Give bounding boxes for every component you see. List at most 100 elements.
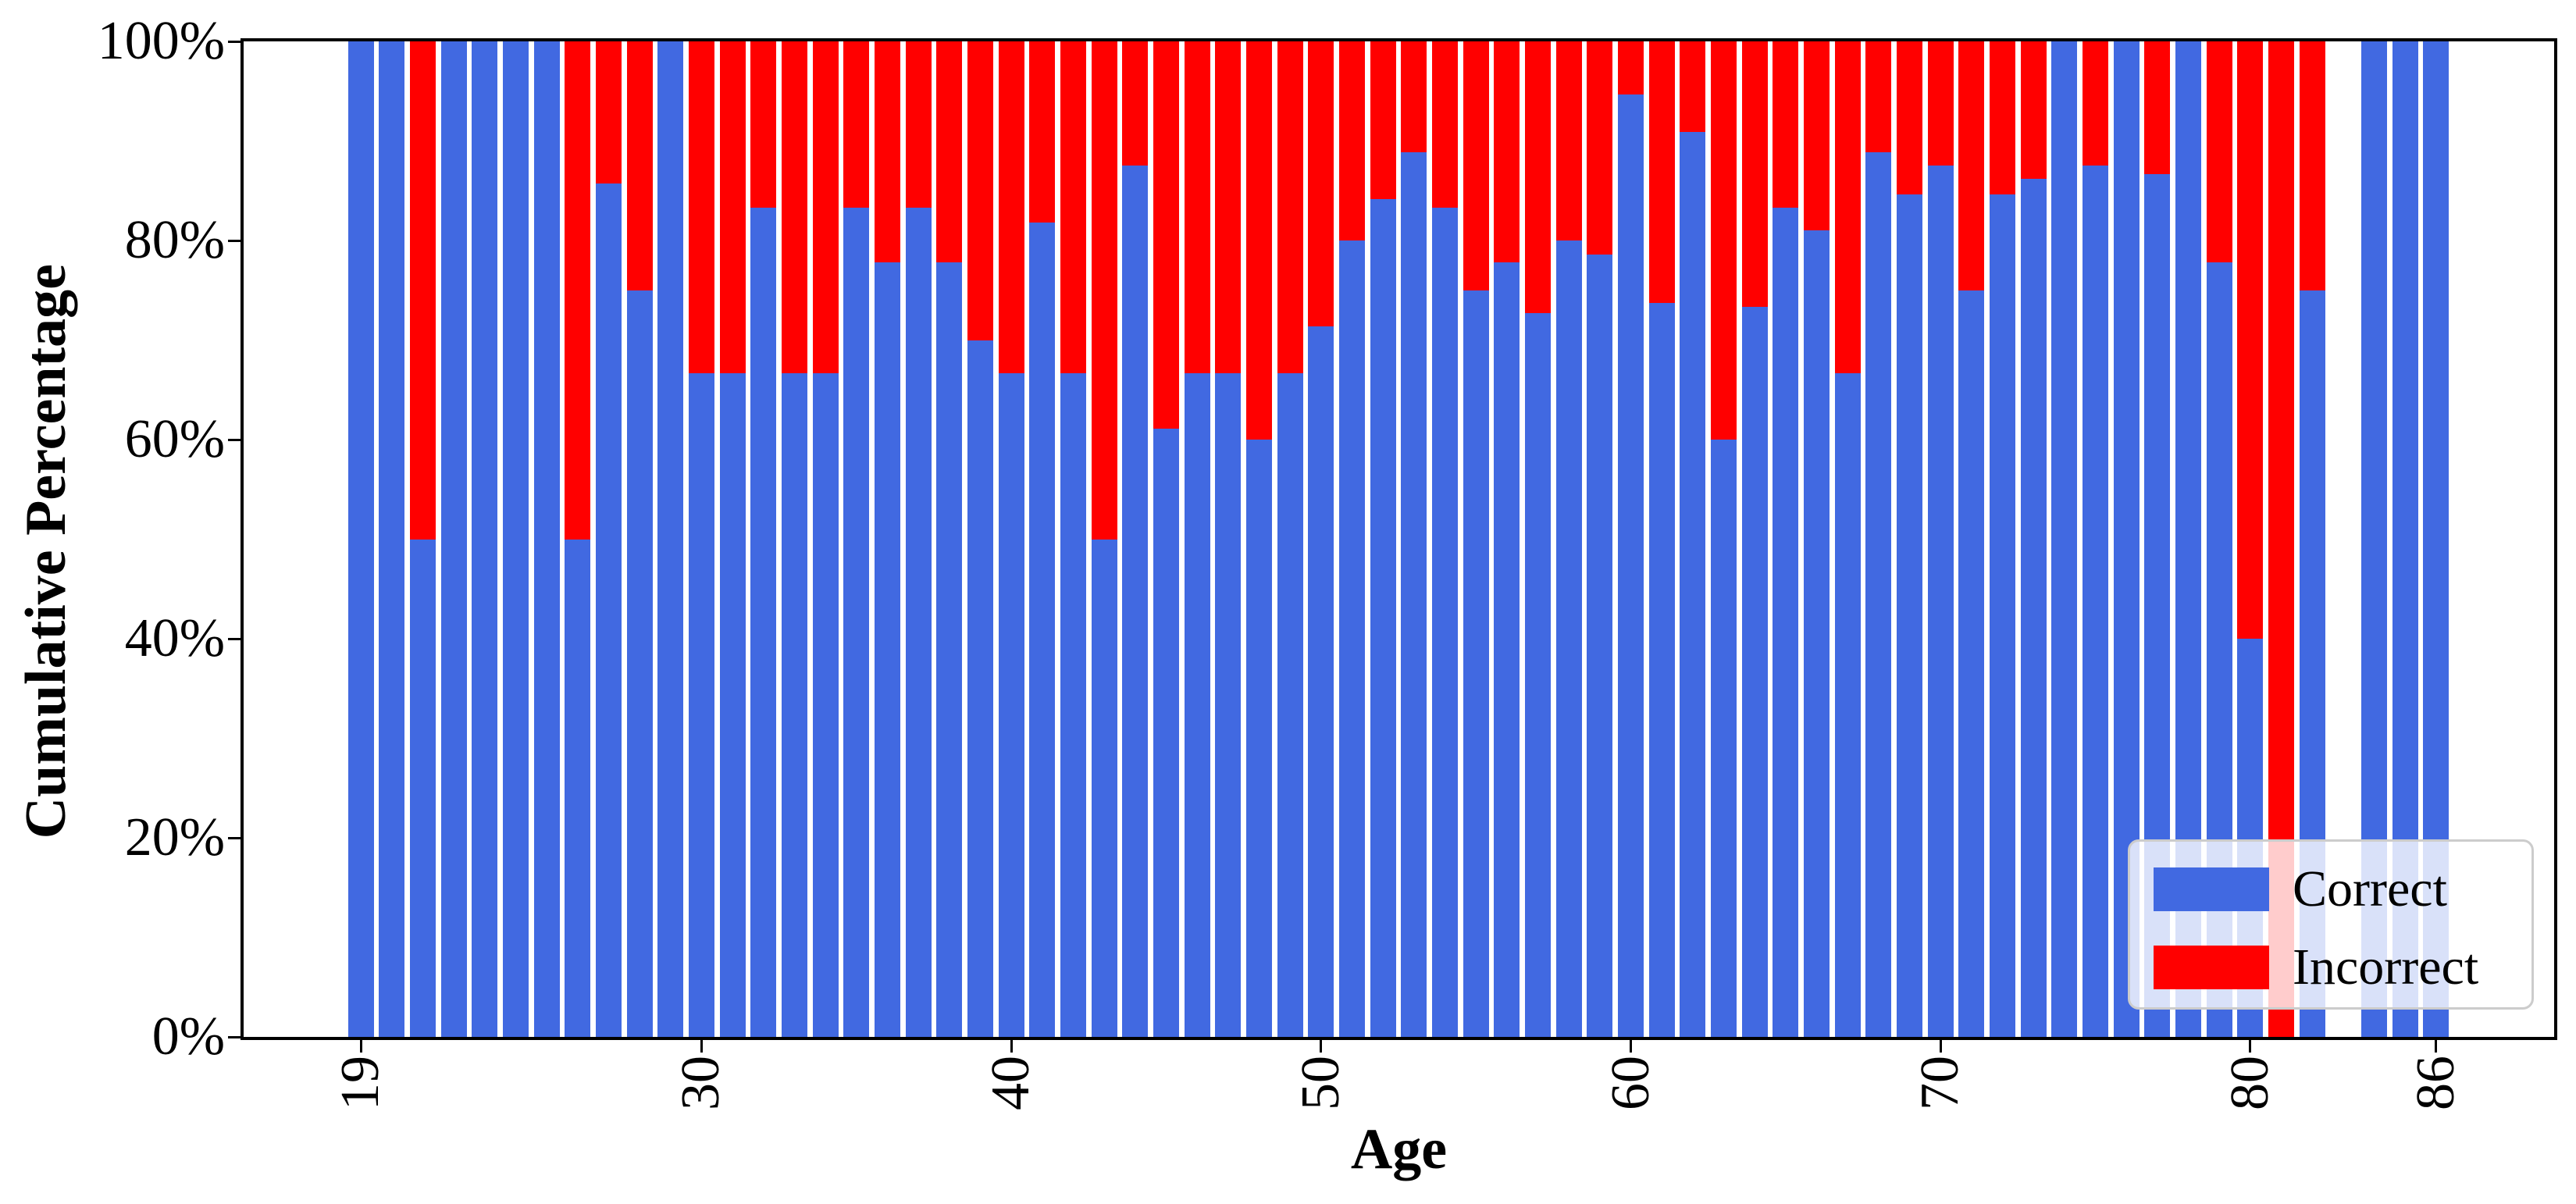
bar-correct-age-25 bbox=[533, 41, 560, 1037]
bar-correct-age-19 bbox=[347, 41, 374, 1037]
bar-incorrect-age-42 bbox=[1060, 41, 1086, 373]
plot-area bbox=[240, 38, 2557, 1040]
bar-correct-age-20 bbox=[379, 41, 405, 1037]
bar-correct-age-41 bbox=[1029, 223, 1056, 1037]
bar-incorrect-age-26 bbox=[565, 41, 591, 540]
bar-incorrect-age-32 bbox=[750, 41, 777, 208]
bar-incorrect-age-34 bbox=[812, 41, 839, 373]
bar-incorrect-age-40 bbox=[998, 41, 1024, 373]
legend: Correct Incorrect bbox=[2128, 839, 2534, 1010]
bar-correct-age-66 bbox=[1804, 230, 1830, 1037]
bar-incorrect-age-69 bbox=[1897, 41, 1922, 195]
bar-incorrect-age-66 bbox=[1804, 41, 1830, 231]
x-tick-label: 86 bbox=[2405, 1056, 2466, 1110]
y-tick-mark bbox=[228, 438, 240, 441]
bar-incorrect-age-68 bbox=[1865, 41, 1892, 152]
bar-incorrect-age-59 bbox=[1587, 41, 1613, 255]
bar-incorrect-age-65 bbox=[1773, 41, 1799, 208]
bar-correct-age-68 bbox=[1865, 151, 1892, 1037]
bar-incorrect-age-41 bbox=[1029, 41, 1056, 223]
bar-correct-age-64 bbox=[1741, 307, 1768, 1037]
x-tick-label: 40 bbox=[981, 1056, 1042, 1110]
legend-swatch-correct bbox=[2154, 867, 2269, 911]
x-tick-label: 80 bbox=[2219, 1056, 2280, 1110]
bar-incorrect-age-27 bbox=[595, 41, 622, 184]
bar-correct-age-63 bbox=[1711, 440, 1737, 1037]
x-tick-label: 70 bbox=[1910, 1056, 1971, 1110]
bar-incorrect-age-73 bbox=[2020, 41, 2047, 179]
bar-correct-age-34 bbox=[812, 372, 839, 1037]
bar-incorrect-age-58 bbox=[1555, 41, 1582, 240]
bar-incorrect-age-50 bbox=[1308, 41, 1334, 326]
x-tick-mark bbox=[1010, 1040, 1013, 1053]
bar-incorrect-age-43 bbox=[1091, 41, 1117, 540]
legend-item-incorrect: Incorrect bbox=[2154, 939, 2479, 996]
bar-incorrect-age-37 bbox=[905, 41, 932, 208]
bar-incorrect-age-54 bbox=[1432, 41, 1458, 208]
y-tick-label: 20% bbox=[124, 807, 225, 867]
bar-correct-age-70 bbox=[1927, 166, 1954, 1037]
bar-correct-age-55 bbox=[1463, 290, 1489, 1037]
bar-correct-age-52 bbox=[1370, 198, 1396, 1037]
y-tick-label: 100% bbox=[97, 11, 225, 71]
x-tick-mark bbox=[359, 1040, 362, 1053]
legend-label-correct: Correct bbox=[2293, 860, 2447, 917]
bar-correct-age-21 bbox=[409, 539, 436, 1037]
bar-correct-age-75 bbox=[2083, 166, 2108, 1037]
bar-incorrect-age-31 bbox=[719, 41, 746, 373]
bar-correct-age-22 bbox=[440, 41, 467, 1037]
bar-incorrect-age-51 bbox=[1338, 41, 1365, 240]
bar-incorrect-age-48 bbox=[1245, 41, 1272, 440]
y-tick-mark bbox=[228, 637, 240, 640]
bar-incorrect-age-30 bbox=[688, 41, 714, 373]
bar-correct-age-27 bbox=[595, 183, 622, 1037]
x-axis-title: Age bbox=[1350, 1117, 1448, 1181]
x-tick-mark bbox=[1630, 1040, 1632, 1053]
x-tick-mark bbox=[1320, 1040, 1323, 1053]
bar-incorrect-age-60 bbox=[1618, 41, 1644, 94]
x-tick-mark bbox=[2435, 1040, 2438, 1053]
bar-correct-age-37 bbox=[905, 207, 932, 1037]
bar-incorrect-age-77 bbox=[2144, 41, 2171, 174]
bar-incorrect-age-46 bbox=[1184, 41, 1210, 373]
bar-correct-age-44 bbox=[1122, 166, 1149, 1037]
bar-correct-age-57 bbox=[1525, 313, 1551, 1037]
bar-correct-age-47 bbox=[1215, 372, 1242, 1037]
bar-correct-age-42 bbox=[1060, 372, 1086, 1037]
bar-incorrect-age-44 bbox=[1122, 41, 1149, 166]
x-tick-label: 19 bbox=[330, 1056, 390, 1110]
bar-correct-age-28 bbox=[626, 290, 653, 1037]
bar-incorrect-age-63 bbox=[1711, 41, 1737, 440]
bar-correct-age-72 bbox=[1990, 194, 2015, 1037]
bar-correct-age-50 bbox=[1308, 326, 1334, 1037]
bar-correct-age-62 bbox=[1680, 132, 1706, 1037]
bar-correct-age-54 bbox=[1432, 207, 1458, 1037]
bar-correct-age-71 bbox=[1958, 290, 1985, 1037]
bar-incorrect-age-35 bbox=[843, 41, 870, 208]
y-tick-label: 60% bbox=[124, 409, 225, 469]
y-tick-label: 0% bbox=[151, 1006, 225, 1067]
y-tick-mark bbox=[228, 239, 240, 242]
bar-incorrect-age-72 bbox=[1990, 41, 2015, 195]
bar-correct-age-36 bbox=[874, 262, 900, 1037]
bar-incorrect-age-80 bbox=[2237, 41, 2264, 639]
bar-correct-age-26 bbox=[565, 539, 591, 1037]
bar-correct-age-61 bbox=[1648, 303, 1675, 1037]
bar-correct-age-35 bbox=[843, 207, 870, 1037]
x-tick-label: 30 bbox=[671, 1056, 732, 1110]
bar-incorrect-age-53 bbox=[1401, 41, 1427, 152]
y-tick-mark bbox=[228, 836, 240, 839]
bar-correct-age-49 bbox=[1277, 372, 1303, 1037]
bar-correct-age-67 bbox=[1834, 372, 1861, 1037]
bar-incorrect-age-64 bbox=[1741, 41, 1768, 308]
x-tick-label: 50 bbox=[1290, 1056, 1351, 1110]
bar-correct-age-23 bbox=[472, 41, 498, 1037]
legend-label-incorrect: Incorrect bbox=[2293, 939, 2479, 996]
bar-correct-age-24 bbox=[502, 41, 529, 1037]
legend-swatch-incorrect bbox=[2154, 946, 2269, 989]
bar-correct-age-73 bbox=[2020, 179, 2047, 1037]
y-axis-title: Cumulative Percentage bbox=[14, 264, 78, 839]
y-tick-mark bbox=[228, 1035, 240, 1038]
bar-incorrect-age-70 bbox=[1927, 41, 1954, 166]
